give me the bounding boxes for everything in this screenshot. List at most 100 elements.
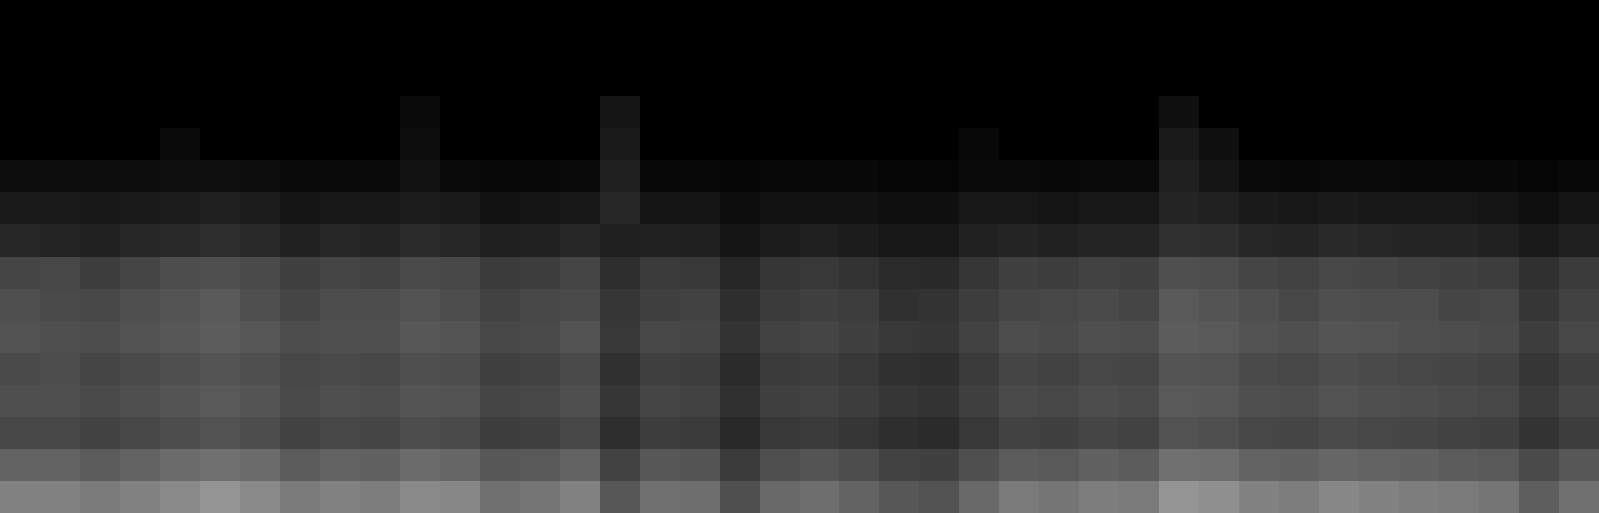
heatmap-cell (800, 257, 839, 289)
heatmap-cell (1159, 481, 1199, 513)
heatmap-cell (760, 32, 800, 64)
heatmap-cell (879, 353, 919, 385)
heatmap-cell (919, 96, 959, 128)
heatmap-cell (839, 289, 879, 321)
heatmap-cell (1439, 96, 1479, 128)
heatmap-cell (760, 481, 800, 513)
heatmap-cell (760, 160, 800, 192)
heatmap-cell (1039, 0, 1079, 32)
heatmap-cell (1519, 0, 1559, 32)
heatmap-cell (1439, 257, 1479, 289)
heatmap-cell (280, 128, 320, 160)
heatmap-cell (80, 160, 120, 192)
heatmap-cell (560, 417, 600, 449)
heatmap-cell (120, 0, 160, 32)
heatmap-cell (1079, 385, 1119, 417)
heatmap-cell (1079, 257, 1119, 289)
heatmap-cell (520, 417, 560, 449)
heatmap-cell (280, 0, 320, 32)
heatmap-cell (440, 449, 480, 481)
heatmap-cell (1199, 417, 1239, 449)
heatmap-cell (680, 64, 720, 96)
heatmap-cell (959, 192, 999, 224)
heatmap-cell (0, 128, 40, 160)
heatmap-cell (919, 385, 959, 417)
heatmap-cell (1039, 321, 1079, 353)
heatmap-cell (240, 32, 280, 64)
heatmap-cell (1279, 224, 1319, 257)
heatmap-cell (1239, 160, 1279, 192)
heatmap-cell (520, 321, 560, 353)
heatmap-cell (600, 96, 640, 128)
heatmap-cell (1519, 96, 1559, 128)
heatmap-cell (1439, 289, 1479, 321)
heatmap-cell (480, 64, 520, 96)
heatmap-cell (1319, 192, 1359, 224)
heatmap-cell (800, 289, 839, 321)
heatmap-cell (1119, 449, 1159, 481)
heatmap-cell (480, 32, 520, 64)
heatmap-cell (600, 417, 640, 449)
heatmap-cell (280, 160, 320, 192)
heatmap-cell (40, 257, 80, 289)
heatmap-cell (520, 160, 560, 192)
heatmap-cell (1119, 385, 1159, 417)
heatmap-cell (959, 160, 999, 192)
heatmap-cell (1119, 0, 1159, 32)
heatmap-cell (480, 160, 520, 192)
heatmap-cell (1479, 289, 1519, 321)
heatmap-cell (1079, 64, 1119, 96)
heatmap-cell (1079, 417, 1119, 449)
heatmap-cell (1479, 0, 1519, 32)
heatmap-cell (280, 321, 320, 353)
heatmap-cell (40, 64, 80, 96)
heatmap-cell (1319, 481, 1359, 513)
heatmap-cell (1399, 32, 1439, 64)
heatmap-cell (360, 289, 400, 321)
heatmap-cell (1479, 385, 1519, 417)
heatmap-cell (760, 289, 800, 321)
heatmap-cell (839, 321, 879, 353)
heatmap-cell (640, 481, 680, 513)
heatmap-cell (919, 289, 959, 321)
heatmap-cell (760, 385, 800, 417)
heatmap-cell (1479, 449, 1519, 481)
heatmap-cell (320, 0, 360, 32)
heatmap-cell (1319, 289, 1359, 321)
heatmap-cell (760, 321, 800, 353)
heatmap-cell (1279, 257, 1319, 289)
heatmap-cell (320, 128, 360, 160)
heatmap-cell (560, 321, 600, 353)
heatmap-cell (800, 449, 839, 481)
heatmap-cell (240, 353, 280, 385)
heatmap-cell (1079, 353, 1119, 385)
heatmap-cell (120, 321, 160, 353)
heatmap-cell (640, 32, 680, 64)
heatmap-cell (160, 289, 200, 321)
heatmap-cell (0, 481, 40, 513)
heatmap-cell (40, 192, 80, 224)
heatmap-cell (1439, 353, 1479, 385)
heatmap-cell (1359, 64, 1399, 96)
heatmap-cell (0, 257, 40, 289)
heatmap-cell (160, 321, 200, 353)
heatmap-cell (1479, 481, 1519, 513)
heatmap-cell (1519, 192, 1559, 224)
heatmap-cell (480, 0, 520, 32)
heatmap-cell (160, 192, 200, 224)
heatmap-cell (480, 321, 520, 353)
heatmap-cell (1039, 64, 1079, 96)
heatmap-cell (0, 160, 40, 192)
heatmap-cell (400, 160, 440, 192)
heatmap-cell (400, 417, 440, 449)
heatmap-cell (760, 0, 800, 32)
heatmap-cell (320, 96, 360, 128)
heatmap-cell (1239, 257, 1279, 289)
heatmap-cell (0, 449, 40, 481)
heatmap-cell (1359, 385, 1399, 417)
heatmap-cell (1039, 257, 1079, 289)
heatmap-cell (1479, 224, 1519, 257)
heatmap-cell (520, 0, 560, 32)
heatmap-cell (800, 32, 839, 64)
heatmap-cell (520, 192, 560, 224)
